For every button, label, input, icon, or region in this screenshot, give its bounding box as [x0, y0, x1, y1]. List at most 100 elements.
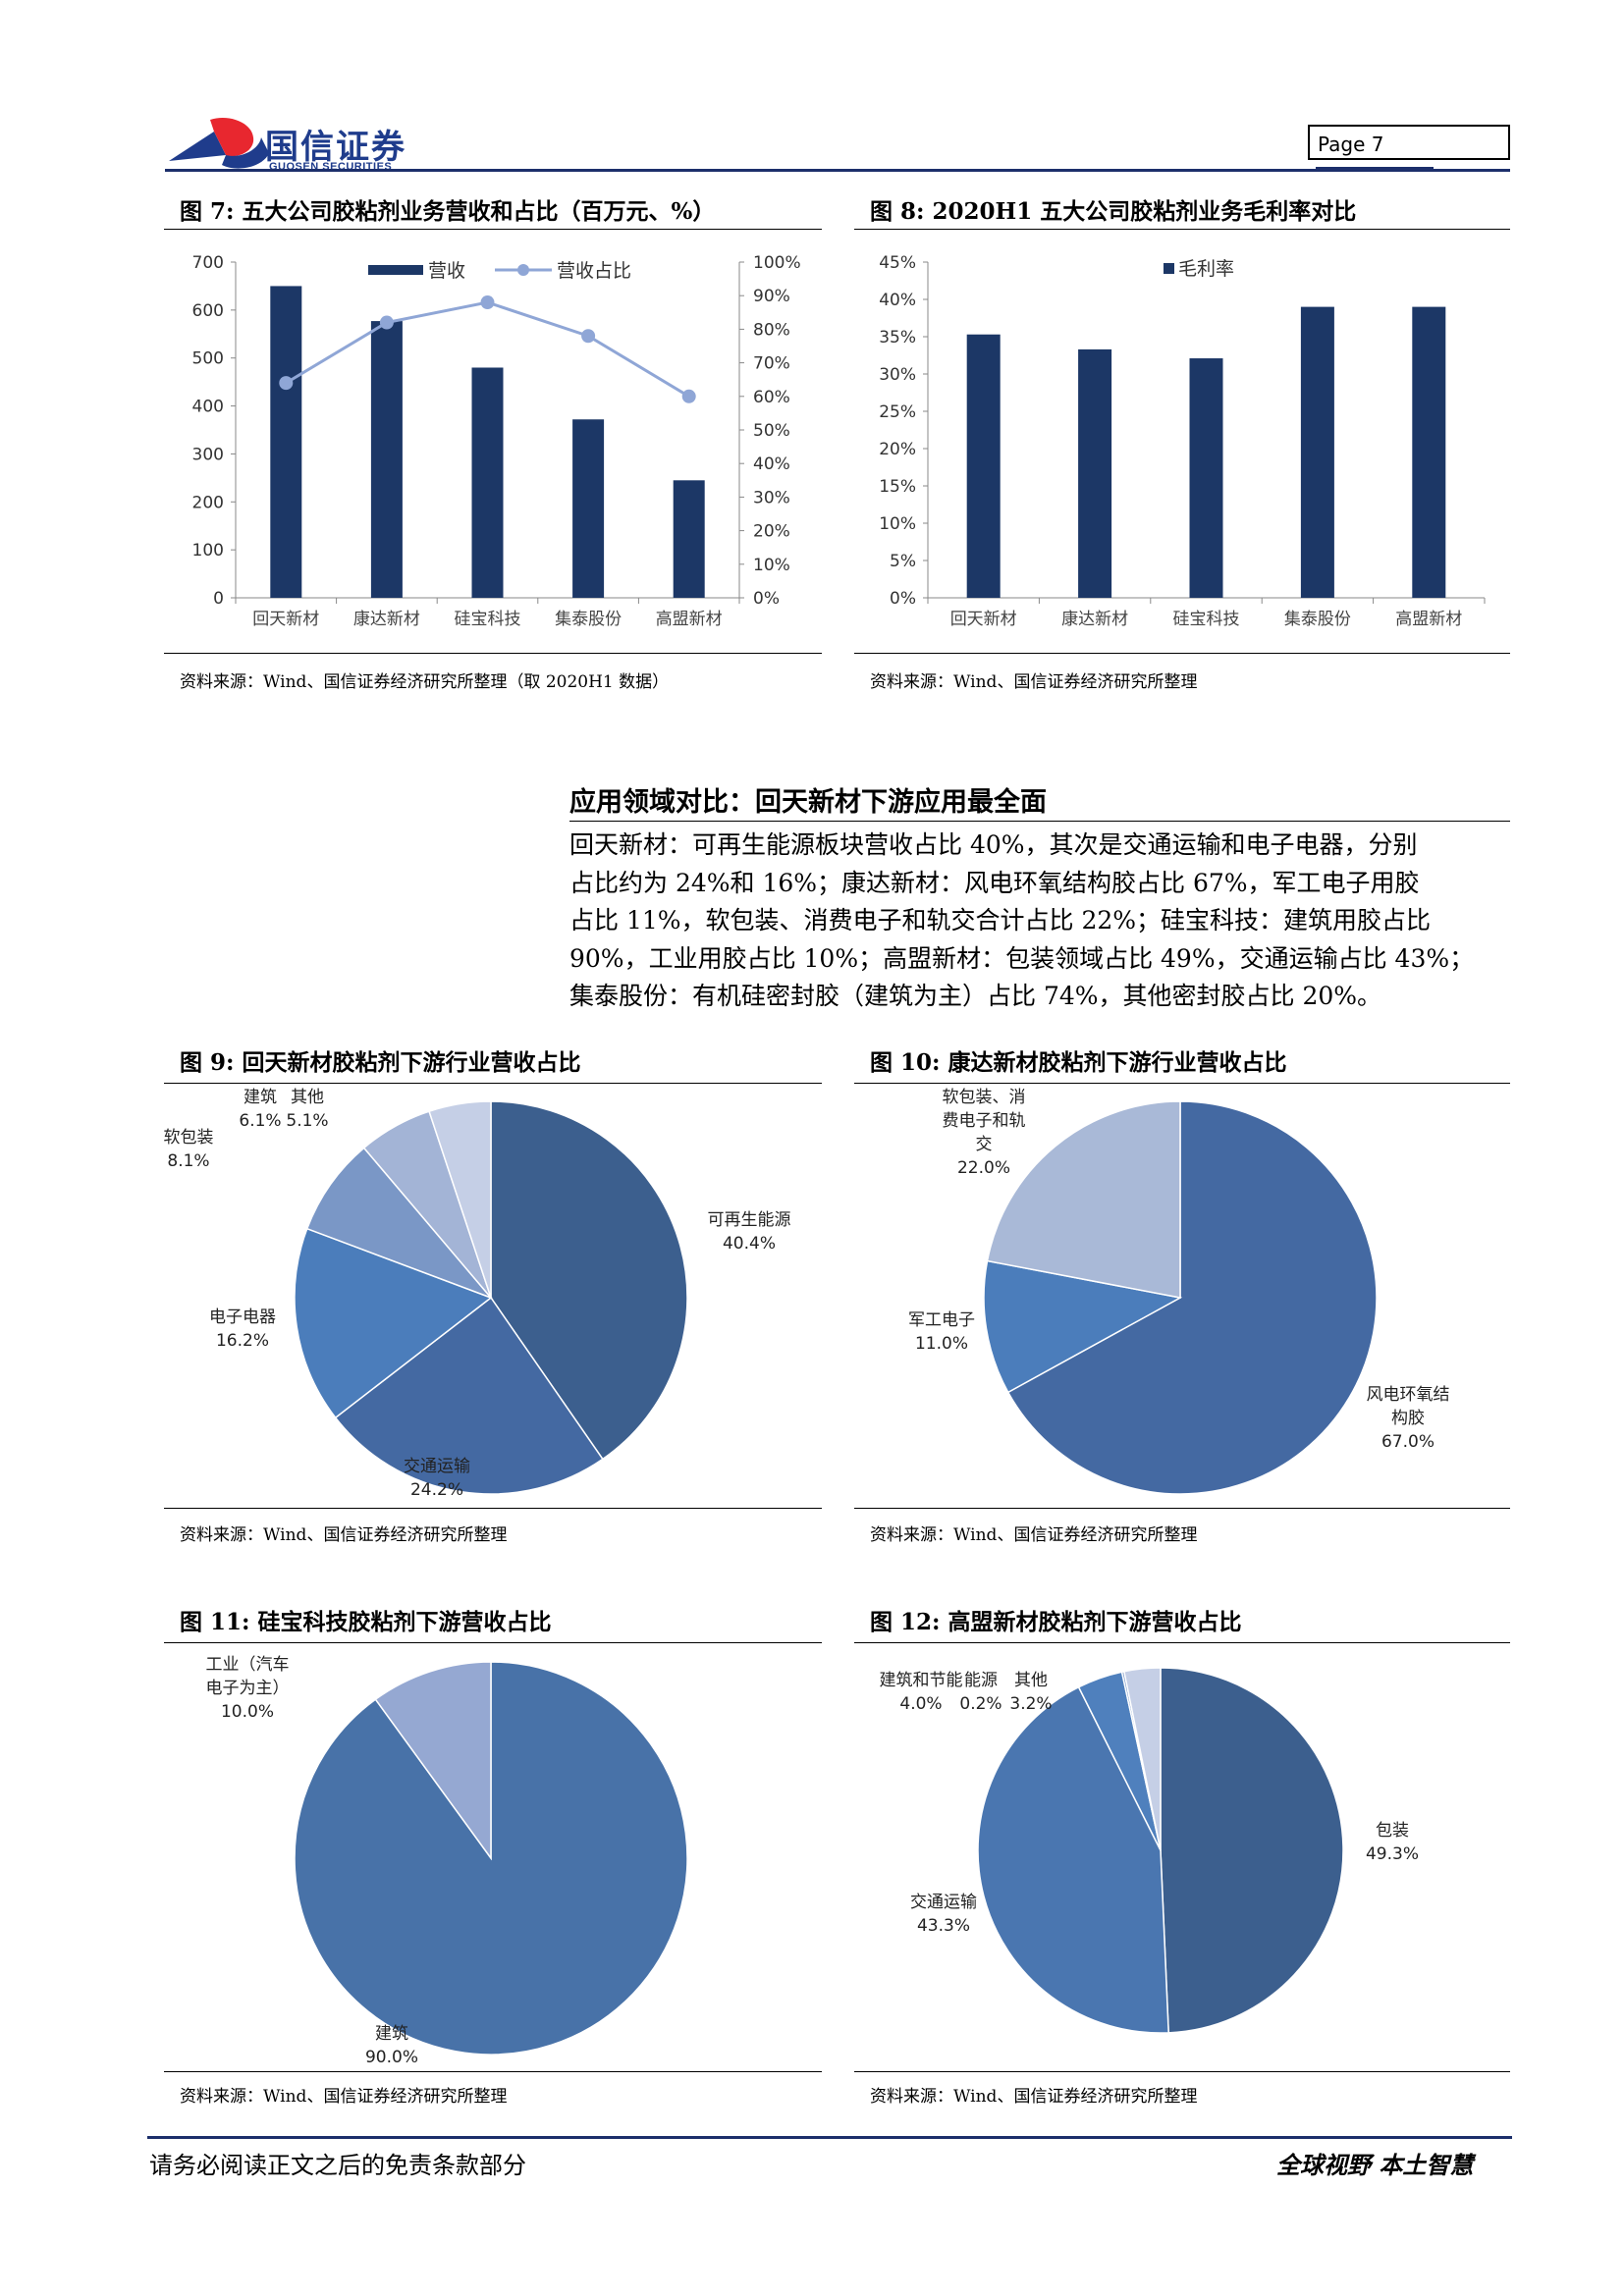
fig9-slice-value: 5.1% [286, 1111, 328, 1131]
fig7-y2-tick-label: 30% [753, 488, 790, 507]
fig11-title: 图 11: 硅宝科技胶粘剂下游营收占比 [180, 1609, 552, 1635]
fig12-bottom-rule [854, 2071, 1510, 2072]
fig12-slice-value: 49.3% [1366, 1844, 1419, 1864]
section-body: 回天新材：可再生能源板块营收占比 40%，其次是交通运输和电子电器，分别 占比约… [569, 827, 1474, 1016]
fig7-x-tick-label: 康达新材 [353, 610, 420, 629]
fig11-bottom-rule [164, 2071, 822, 2072]
fig12-title: 图 12: 高盟新材胶粘剂下游营收占比 [870, 1609, 1242, 1635]
fig11-top-rule [164, 1642, 822, 1643]
fig10-slice-value: 22.0% [957, 1158, 1010, 1178]
header-rule-thick [1316, 167, 1434, 172]
fig10-chart: 风电环氧结构胶 67.0% 军工电子 11.0% 软包装、消费电子和轨交 22.0% [908, 1088, 1450, 1495]
fig11-slice-value: 10.0% [221, 1702, 274, 1722]
fig8-legend-swatch [1164, 263, 1174, 274]
body-line: 回天新材：可再生能源板块营收占比 40%，其次是交通运输和电子电器，分别 [569, 830, 1418, 859]
fig7-chart: 0 100 200 300 400 500 600 700 0% 10% 20% 30% 40% 50% 6… [192, 253, 801, 629]
fig8-x-tick-label: 康达新材 [1061, 610, 1128, 629]
fig7-title: 图 7: 五大公司胶粘剂业务营收和占比（百万元、%） [180, 198, 716, 225]
fig8-x-tick-label: 高盟新材 [1395, 610, 1462, 629]
fig12-slice-value: 0.2% [959, 1694, 1001, 1714]
company-name-cn: 国信证券 [265, 128, 406, 167]
fig10-slice-label: 费电子和轨 [943, 1111, 1026, 1131]
fig9-source: 资料来源：Wind、国信证券经济研究所整理 [180, 1525, 508, 1545]
company-logo: 国信证券 GUOSEN SECURITIES [167, 116, 412, 177]
fig12-source: 资料来源：Wind、国信证券经济研究所整理 [870, 2087, 1198, 2107]
fig9-slice-label: 可再生能源 [708, 1210, 791, 1230]
fig8-legend-label: 毛利率 [1178, 258, 1234, 280]
fig9-slice-value: 6.1% [239, 1111, 281, 1131]
fig7-y-tick-label: 200 [192, 493, 224, 512]
footer-slogan: 全球视野 本土智慧 [1276, 2151, 1474, 2179]
fig8-y-tick-label: 45% [879, 253, 916, 273]
fig8-y-tick-label: 20% [879, 440, 916, 459]
fig10-slice-label: 风电环氧结 [1367, 1385, 1450, 1405]
fig8-x-tick-label: 集泰股份 [1284, 610, 1351, 629]
fig8-y-tick-label: 15% [879, 477, 916, 497]
fig9-slice-value: 8.1% [167, 1151, 209, 1171]
body-line: 集泰股份：有机硅密封胶（建筑为主）占比 74%，其他密封胶占比 20%。 [569, 982, 1382, 1010]
section-title: 应用领域对比：回天新材下游应用最全面 [569, 787, 1047, 818]
fig7-y-tick-label: 400 [192, 398, 224, 417]
fig9-slice-value: 16.2% [216, 1331, 269, 1351]
fig8-y-tick-label: 10% [879, 514, 916, 534]
logo-mark-icon [169, 118, 269, 169]
section-rule [569, 821, 1510, 822]
fig10-slice [986, 1100, 1181, 1299]
fig10-slice [983, 1259, 1183, 1394]
fig12-slice [1122, 1667, 1162, 1851]
fig7-line-point [681, 389, 696, 403]
fig8-y-tick-label: 0% [890, 589, 916, 609]
fig7-bottom-rule [164, 653, 822, 654]
fig8-bottom-rule [854, 653, 1510, 654]
fig8-y-tick-label: 35% [879, 328, 916, 347]
fig9-slice-value: 24.2% [410, 1480, 463, 1500]
fig11-slice-value: 90.0% [365, 2048, 418, 2067]
fig7-line-point [279, 376, 294, 391]
fig8-y-tick-label: 40% [879, 291, 916, 310]
fig7-legend-bar-swatch [368, 265, 423, 275]
fig7-y2-tick-label: 70% [753, 354, 790, 374]
fig7-y2-tick-label: 40% [753, 454, 790, 474]
fig7-line-point [581, 329, 596, 344]
body-line: 90%，工业用胶占比 10%；高盟新材：包装领域占比 49%，交通运输占比 43… [569, 943, 1475, 973]
fig7-x-tick-label: 回天新材 [252, 610, 319, 629]
fig8-bar [966, 334, 1001, 598]
fig9-slice-label: 其他 [291, 1088, 324, 1107]
fig12-slice-label: 其他 [1014, 1671, 1048, 1690]
fig9-slice [305, 1147, 494, 1300]
header-rule [165, 169, 1510, 172]
fig12-slice-value: 43.3% [917, 1916, 970, 1936]
fig9-slice-label: 建筑 [244, 1088, 277, 1107]
fig7-legend-line-marker [517, 264, 529, 276]
fig9-title: 图 9: 回天新材胶粘剂下游行业营收占比 [180, 1049, 581, 1076]
fig11-slice-label: 电子为主） [206, 1679, 290, 1698]
fig7-y2-tick-label: 90% [753, 287, 790, 306]
fig9-bottom-rule [164, 1508, 822, 1509]
fig9-slice-label: 电子电器 [209, 1308, 276, 1327]
fig7-y-tick-label: 600 [192, 301, 224, 321]
fig7-bar [673, 480, 705, 598]
fig10-slice-label: 软包装、消 [943, 1088, 1026, 1107]
fig11-slice-label: 建筑 [375, 2024, 408, 2044]
fig9-slice [490, 1100, 688, 1461]
fig8-y-tick-label: 30% [879, 365, 916, 385]
body-line: 占比约为 24%和 16%；康达新材：风电环氧结构胶占比 67%，军工电子用胶 [569, 868, 1420, 897]
fig8-bar [1078, 348, 1112, 598]
fig8-title: 图 8: 2020H1 五大公司胶粘剂业务毛利率对比 [870, 198, 1357, 225]
fig12-slice [977, 1685, 1169, 2034]
fig9-chart: 可再生能源 40.4% 交通运输 24.2% 电子电器 16.2% 软包装 8.1% 建筑 6.1… [164, 1088, 791, 1500]
fig7-top-rule [164, 229, 822, 230]
fig7-line-point [480, 295, 495, 310]
fig7-y-tick-label: 500 [192, 349, 224, 369]
fig8-bar [1300, 306, 1334, 598]
fig12-slice-label: 能源 [964, 1671, 998, 1690]
fig12-slice [1160, 1667, 1344, 2034]
fig11-slice [374, 1661, 492, 1861]
footer-rule [147, 2136, 1512, 2139]
page-number-box: Page 7 [1308, 125, 1510, 160]
fig7-x-tick-label: 硅宝科技 [455, 610, 521, 629]
fig10-bottom-rule [854, 1508, 1510, 1509]
fig12-slice-value: 3.2% [1009, 1694, 1052, 1714]
fig10-title: 图 10: 康达新材胶粘剂下游行业营收占比 [870, 1049, 1287, 1076]
